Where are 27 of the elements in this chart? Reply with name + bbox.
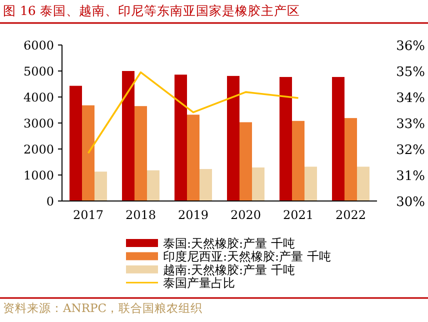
- y-tick-label: 4000: [23, 90, 54, 104]
- y2-tick-label: 30%: [396, 195, 425, 210]
- chart-title: 图 16 泰国、越南、印尼等东南亚国家是橡胶主产区: [3, 3, 300, 18]
- y-tick-label: 0: [46, 194, 54, 208]
- line-series: [87, 71, 300, 154]
- legend-label: 泰国:天然橡胶:产量 千吨: [163, 236, 295, 250]
- legend-label: 越南:天然橡胶:产量 千吨: [163, 262, 295, 277]
- y-tick-label: 5000: [23, 64, 54, 78]
- y2-tick-label: 31%: [396, 169, 425, 184]
- x-tick-label: 2018: [125, 208, 156, 222]
- y-tick-label: 1000: [23, 168, 54, 182]
- x-tick-label: 2020: [230, 208, 262, 222]
- y2-tick-label: 32%: [396, 143, 425, 158]
- y2-tick-label: 33%: [396, 117, 425, 132]
- y2-tick-label: 34%: [396, 91, 425, 106]
- x-tick-label: 2019: [178, 208, 209, 222]
- x-tick-label: 2017: [72, 208, 104, 222]
- legend-label: 印度尼西亚:天然橡胶:产量 千吨: [163, 250, 331, 264]
- y-tick-label: 2000: [23, 142, 54, 156]
- y-tick-label: 6000: [23, 38, 54, 52]
- x-tick-label: 2021: [282, 208, 314, 222]
- text: 资料来源：ANRPC，联合国粮农组织: [3, 301, 203, 315]
- y2-tick-label: 35%: [396, 65, 425, 80]
- legend-label: 泰国产量占比: [163, 276, 235, 290]
- y-tick-label: 3000: [23, 116, 54, 130]
- x-tick-label: 2022: [335, 208, 366, 222]
- y2-tick-label: 36%: [396, 39, 425, 54]
